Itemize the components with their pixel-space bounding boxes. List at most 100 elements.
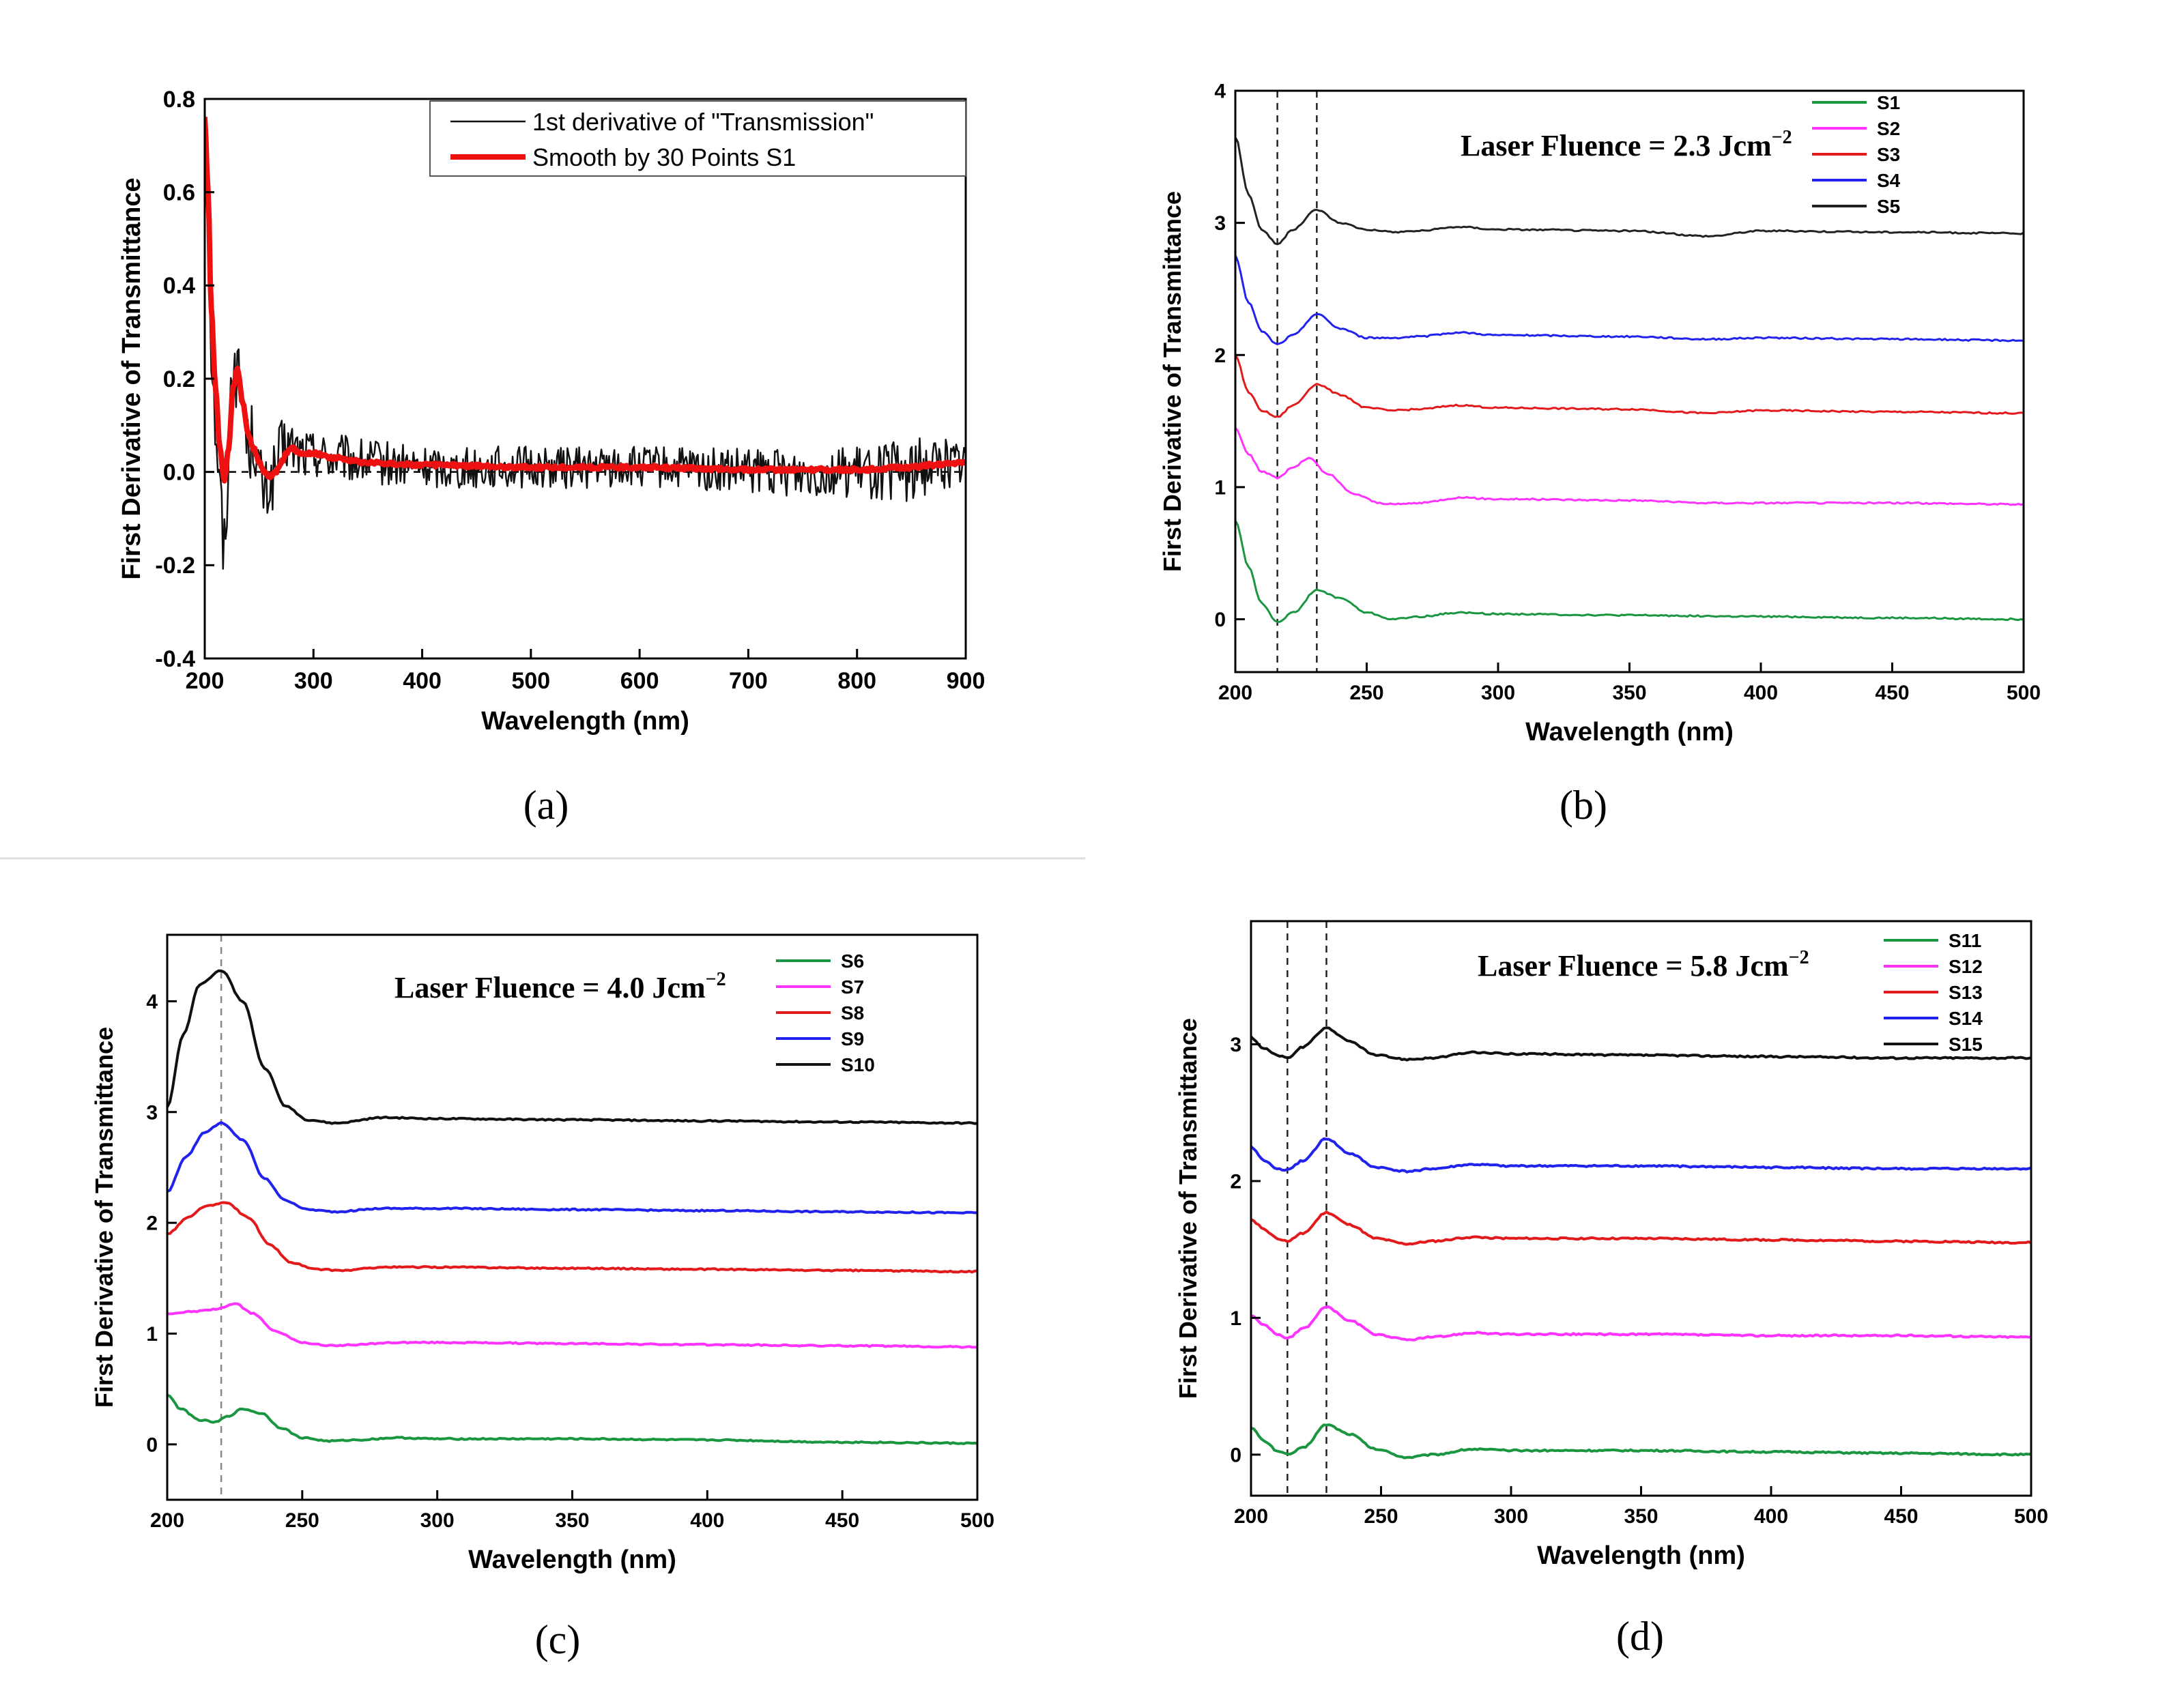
- chart-panel-1: 200 300 400 500 600 700 800 900 -0.4 -0.2 0.0 0.2 0.…: [117, 87, 985, 828]
- y-axis-label: First Derivative of Transmittance: [1174, 1018, 1202, 1399]
- x-axis-label: Wavelength (nm): [1525, 718, 1734, 746]
- x-axis-label: Wavelength (nm): [481, 707, 689, 736]
- x-tick-label: 250: [285, 1509, 319, 1532]
- series-line-smooth-by-30-points-s1: [205, 117, 966, 484]
- y-tick-label: -0.2: [155, 553, 195, 579]
- y-tick-label: 1: [1214, 476, 1226, 499]
- panel-label: (a): [523, 783, 569, 828]
- y-tick-label: 1: [146, 1323, 158, 1346]
- chart-title: Laser Fluence = 5.8 Jcm−2: [1478, 947, 1809, 983]
- panel-label: (d): [1616, 1614, 1664, 1659]
- series-line-s3: [1235, 353, 2024, 418]
- legend-label: S2: [1877, 118, 1900, 139]
- y-tick-label: 2: [1230, 1170, 1241, 1193]
- x-tick-label: 400: [1754, 1505, 1788, 1528]
- legend-label: S9: [841, 1028, 864, 1049]
- x-tick-label: 350: [555, 1509, 589, 1532]
- y-tick-label: 0.8: [163, 87, 195, 113]
- y-tick-label: 0: [1214, 609, 1226, 631]
- series-line-s9: [167, 1121, 977, 1215]
- x-tick-label: 400: [1744, 682, 1778, 704]
- legend-label: S10: [841, 1054, 875, 1075]
- x-tick-label: 200: [1234, 1505, 1268, 1528]
- x-tick-label: 500: [2007, 682, 2041, 704]
- y-tick-label: -0.4: [155, 646, 195, 672]
- series-line-s8: [167, 1201, 977, 1274]
- y-tick-label: 2: [146, 1213, 158, 1235]
- x-tick-label: 500: [511, 668, 550, 694]
- chart-title: Laser Fluence = 4.0 Jcm−2: [394, 969, 726, 1004]
- y-tick-label: 3: [1214, 212, 1226, 235]
- legend-label: S7: [841, 976, 864, 998]
- x-tick-label: 300: [294, 668, 333, 694]
- series-line-s13: [1251, 1210, 2031, 1246]
- y-tick-label: 0.0: [163, 460, 195, 486]
- y-tick-label: 0.4: [163, 273, 195, 299]
- x-tick-label: 400: [690, 1509, 724, 1532]
- x-tick-label: 450: [1875, 682, 1909, 704]
- y-tick-label: 1: [1230, 1307, 1241, 1330]
- chart-panel-3: 200 250 300 350 400 450 500 0 1 2 3 4 Wavelength (nm…: [90, 933, 994, 1662]
- x-tick-label: 400: [403, 668, 442, 694]
- x-axis-label: Wavelength (nm): [1537, 1541, 1745, 1570]
- y-tick-label: 2: [1214, 345, 1226, 367]
- legend-label: S8: [841, 1002, 864, 1024]
- x-tick-label: 350: [1624, 1505, 1658, 1528]
- legend-box: [429, 100, 966, 177]
- x-tick-label: 800: [837, 668, 876, 694]
- x-axis-label: Wavelength (nm): [468, 1545, 676, 1574]
- x-tick-label: 450: [825, 1509, 859, 1532]
- y-axis-label: First Derivative of Transmittance: [90, 1027, 118, 1408]
- x-tick-label: 900: [947, 668, 986, 694]
- y-tick-label: 0: [146, 1434, 158, 1456]
- legend-label: 1st derivative of "Transmission": [532, 108, 874, 136]
- x-tick-label: 300: [1481, 682, 1515, 704]
- series-line-s12: [1251, 1305, 2031, 1341]
- x-tick-label: 600: [620, 668, 659, 694]
- legend-label: S11: [1949, 930, 1981, 951]
- legend-label: S13: [1949, 982, 1983, 1003]
- y-axis-label: First Derivative of Transmittance: [117, 177, 146, 579]
- legend-label: S12: [1949, 956, 1983, 977]
- y-tick-label: 0.6: [163, 180, 195, 206]
- x-tick-label: 200: [1218, 682, 1252, 704]
- series-line-s7: [167, 1302, 977, 1349]
- series-line-s2: [1235, 426, 2024, 506]
- series-line-s15: [1251, 1026, 2031, 1062]
- legend-label: S6: [841, 950, 864, 972]
- series-line-s14: [1251, 1137, 2031, 1174]
- series-line-s5: [1235, 136, 2024, 246]
- series-line-s1: [1235, 520, 2024, 624]
- chart-panel-2: 200 250 300 350 400 450 500 0 1 2 3 4 Wavelength (nm…: [1158, 81, 2041, 828]
- y-tick-label: 0.2: [163, 366, 195, 392]
- y-tick-label: 4: [146, 991, 158, 1013]
- y-tick-label: 3: [146, 1101, 158, 1124]
- series-line-s11: [1251, 1423, 2031, 1460]
- chart-panel-4: 200 250 300 350 400 450 500 0 1 2 3 Wavelength (nm)…: [1174, 920, 2048, 1659]
- legend-label: Smooth by 30 Points S1: [532, 143, 796, 171]
- x-tick-label: 500: [960, 1509, 994, 1532]
- x-tick-label: 200: [186, 668, 225, 694]
- series-line-s6: [167, 1393, 977, 1445]
- x-tick-label: 250: [1349, 682, 1383, 704]
- x-tick-label: 500: [2014, 1505, 2048, 1528]
- x-tick-label: 700: [729, 668, 768, 694]
- x-tick-label: 300: [1494, 1505, 1528, 1528]
- x-tick-label: 450: [1884, 1505, 1918, 1528]
- legend-label: S1: [1877, 92, 1900, 113]
- legend-label: S15: [1949, 1034, 1983, 1055]
- legend-label: S4: [1877, 170, 1901, 191]
- y-axis-label: First Derivative of Transmittance: [1158, 191, 1186, 572]
- x-tick-label: 250: [1364, 1505, 1398, 1528]
- legend-label: S5: [1877, 196, 1900, 217]
- y-tick-label: 4: [1214, 81, 1226, 103]
- legend-label: S14: [1949, 1008, 1983, 1029]
- chart-title: Laser Fluence = 2.3 Jcm−2: [1461, 127, 1792, 162]
- x-tick-label: 350: [1612, 682, 1646, 704]
- series-line-s4: [1235, 255, 2024, 345]
- x-tick-label: 200: [150, 1509, 184, 1532]
- panel-label: (b): [1560, 783, 1607, 828]
- legend-label: S3: [1877, 144, 1900, 165]
- y-tick-label: 0: [1230, 1444, 1241, 1466]
